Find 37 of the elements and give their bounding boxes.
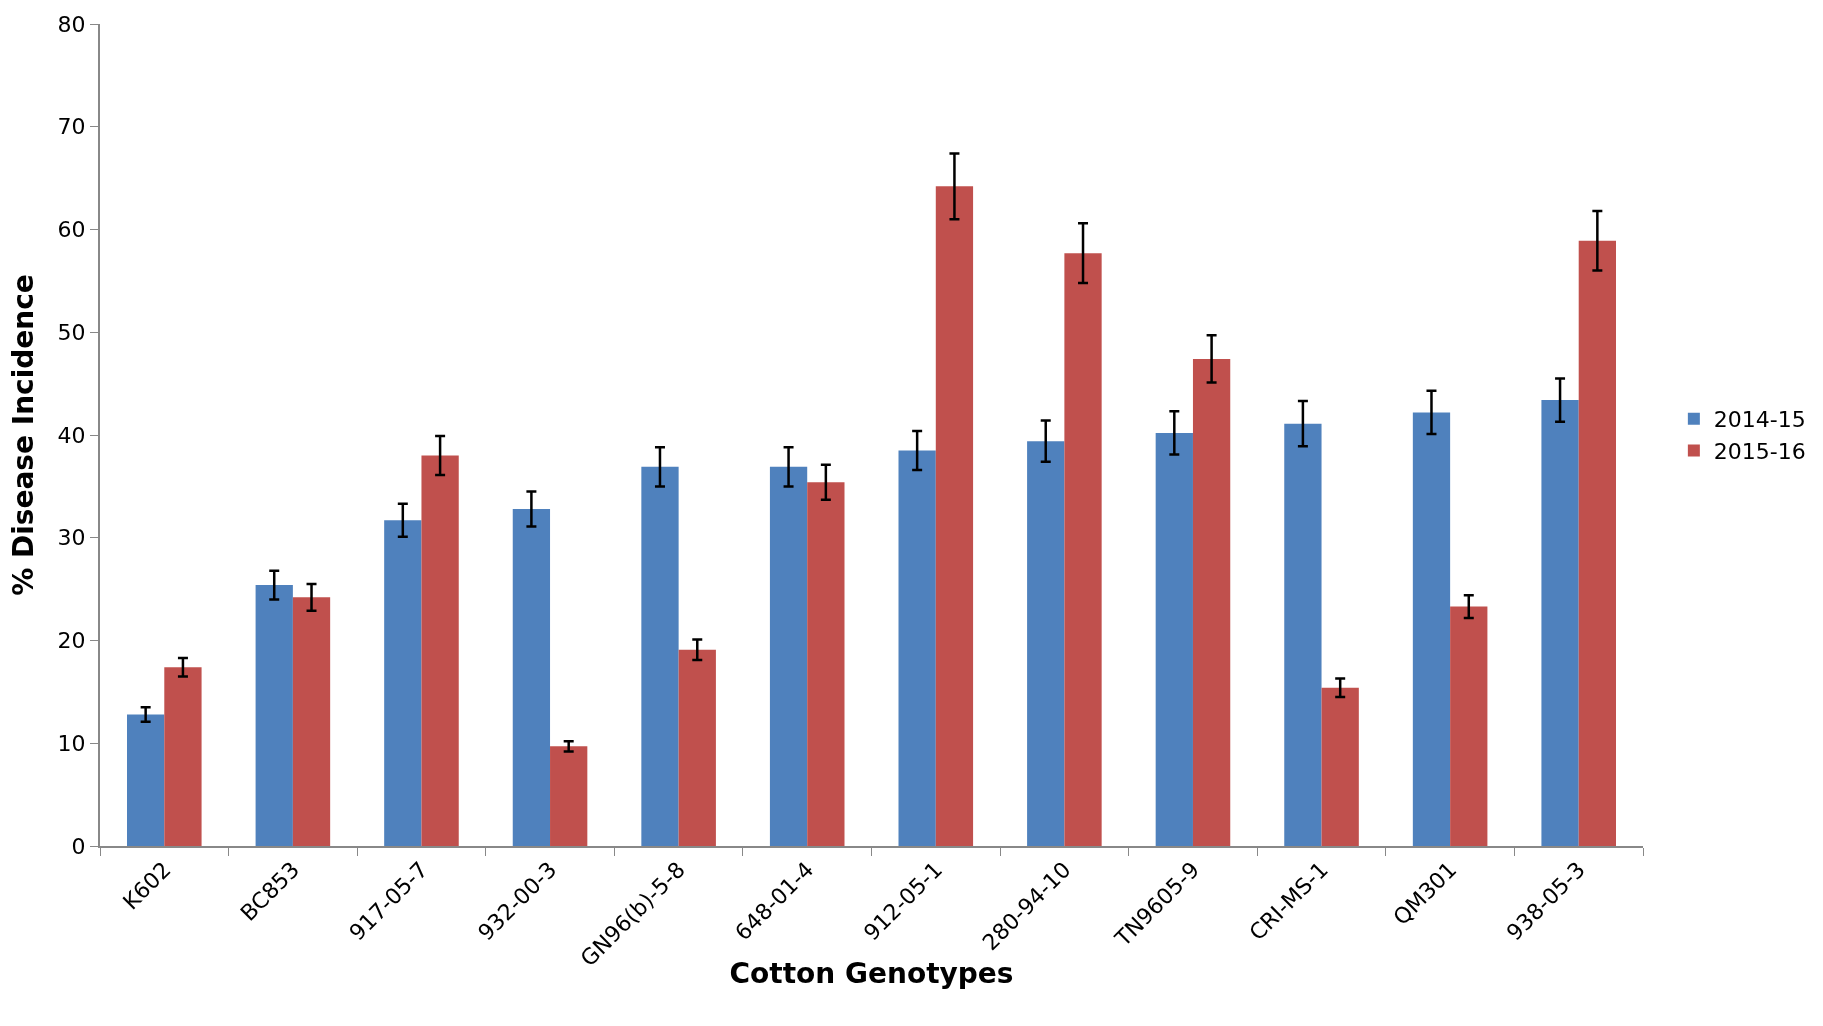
y-tick-label: 10 bbox=[57, 730, 86, 756]
bar bbox=[127, 714, 165, 846]
y-tick-label: 40 bbox=[57, 422, 86, 448]
y-tick-label: 60 bbox=[57, 217, 86, 243]
bar bbox=[1412, 412, 1451, 846]
y-tick-label: 30 bbox=[57, 525, 86, 551]
bar bbox=[512, 508, 551, 846]
bar bbox=[641, 466, 679, 846]
y-tick-label: 50 bbox=[57, 319, 86, 345]
bar bbox=[935, 186, 974, 846]
y-tick-label: 80 bbox=[57, 11, 86, 37]
bar bbox=[1192, 358, 1231, 846]
y-tick-label: 0 bbox=[71, 833, 86, 859]
y-tick-label: 70 bbox=[57, 114, 86, 140]
bar bbox=[1155, 432, 1193, 846]
bar bbox=[769, 466, 808, 846]
bar bbox=[1027, 441, 1065, 846]
bar bbox=[678, 649, 716, 846]
bar bbox=[1450, 606, 1488, 846]
legend-label: 2014-15 bbox=[1713, 407, 1806, 433]
bar bbox=[421, 455, 459, 846]
bar bbox=[255, 585, 293, 846]
bar bbox=[1578, 240, 1616, 846]
y-tick-label: 20 bbox=[57, 628, 86, 654]
bar bbox=[550, 746, 588, 846]
x-axis-title: Cotton Genotypes bbox=[729, 957, 1014, 991]
bar bbox=[1321, 687, 1359, 846]
bar bbox=[1064, 253, 1102, 846]
bar bbox=[164, 667, 202, 846]
bar bbox=[384, 520, 422, 846]
bar bbox=[898, 450, 936, 846]
bar bbox=[292, 597, 331, 846]
bar bbox=[1284, 423, 1322, 846]
bar bbox=[1541, 400, 1579, 846]
legend-label: 2015-16 bbox=[1713, 438, 1806, 464]
bar bbox=[807, 482, 845, 846]
y-axis-title: % Disease Incidence bbox=[7, 274, 40, 596]
